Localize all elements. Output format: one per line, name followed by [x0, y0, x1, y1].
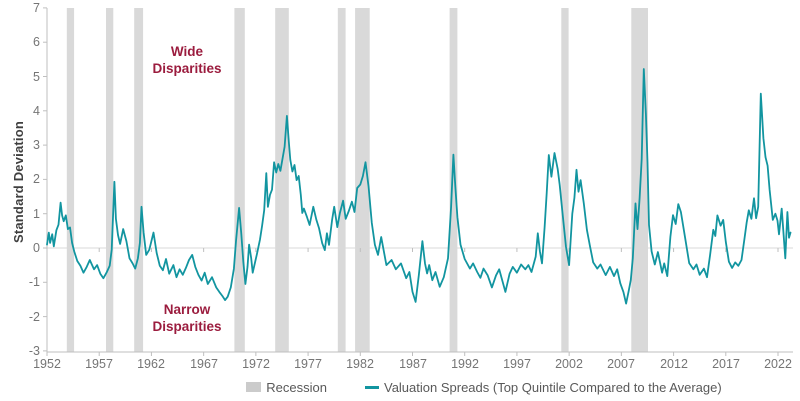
- y-tick-label: 7: [33, 1, 40, 15]
- annotation-narrow-line2: Disparities: [152, 319, 222, 334]
- recession-band: [631, 8, 648, 352]
- x-tick-label: 2002: [555, 357, 583, 371]
- y-tick-label: 6: [33, 35, 40, 49]
- x-tick-label: 1992: [451, 357, 479, 371]
- legend-item-recession: Recession: [246, 380, 327, 395]
- legend-recession-label: Recession: [266, 379, 327, 395]
- recession-band: [449, 8, 458, 352]
- y-tick-label: 5: [33, 70, 40, 84]
- y-tick-label: 3: [33, 138, 40, 152]
- x-tick-label: 2007: [607, 357, 635, 371]
- recession-band: [66, 8, 75, 352]
- annotation-narrow-line1: Narrow: [163, 302, 211, 317]
- y-tick-label: -2: [28, 310, 40, 324]
- recession-band: [275, 8, 289, 352]
- y-tick-label: -3: [28, 344, 40, 358]
- y-tick-label: 2: [33, 172, 40, 186]
- recession-band: [561, 8, 569, 352]
- x-tick-label: 1972: [242, 357, 270, 371]
- y-tick-label: 4: [33, 104, 40, 118]
- x-tick-label: 1987: [399, 357, 427, 371]
- x-tick-label: 1997: [503, 357, 531, 371]
- x-tick-label: 2017: [712, 357, 740, 371]
- recession-band: [106, 8, 114, 352]
- x-tick-label: 1967: [190, 357, 218, 371]
- y-tick-label: 0: [33, 241, 40, 255]
- recession-band: [134, 8, 144, 352]
- x-tick-label: 2012: [660, 357, 688, 371]
- y-tick-label: 1: [33, 207, 40, 221]
- x-tick-label: 2022: [764, 357, 792, 371]
- y-tick-label: -1: [28, 275, 40, 289]
- annotation-wide-line1: Wide: [170, 44, 204, 59]
- x-tick-label: 1982: [346, 357, 374, 371]
- recession-band: [234, 8, 245, 352]
- annotation-wide-line2: Disparities: [152, 61, 222, 76]
- legend-series-label: Valuation Spreads (Top Quintile Compared…: [383, 379, 722, 395]
- x-tick-label: 1952: [33, 357, 61, 371]
- x-tick-label: 1977: [294, 357, 322, 371]
- annotation-narrow-disparities: Narrow Disparities: [122, 301, 252, 335]
- recession-band: [337, 8, 346, 352]
- valuation-spreads-line: [46, 68, 792, 305]
- x-tick-label: 1957: [85, 357, 113, 371]
- chart-legend: Recession Valuation Spreads (Top Quintil…: [0, 378, 800, 396]
- recession-swatch-icon: [246, 382, 262, 392]
- annotation-wide-disparities: Wide Disparities: [122, 43, 252, 77]
- x-tick-label: 1962: [137, 357, 165, 371]
- legend-item-valuation-spreads: Valuation Spreads (Top Quintile Compared…: [364, 379, 722, 395]
- series-line-swatch-icon: [364, 385, 379, 389]
